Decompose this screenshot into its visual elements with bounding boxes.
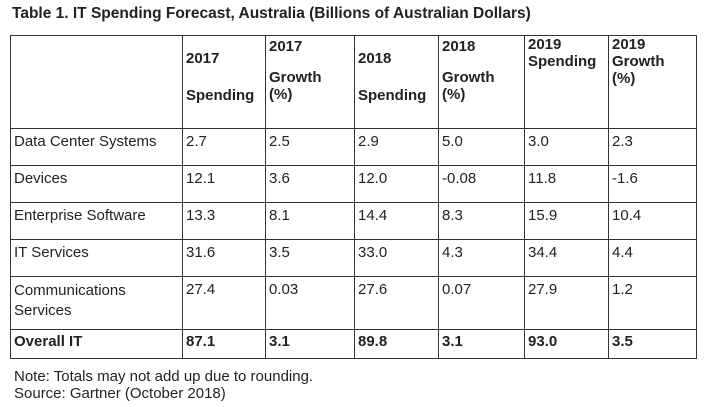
cell-2019-growth: 2.3 xyxy=(608,128,697,166)
header-2018-growth: 2018 Growth (%) xyxy=(438,35,525,129)
table-title: Table 1. IT Spending Forecast, Australia… xyxy=(12,5,531,22)
table-row: Enterprise Software 13.3 8.1 14.4 8.3 15… xyxy=(10,202,697,240)
table-notes: Note: Totals may not add up due to round… xyxy=(14,368,313,402)
header-2019-growth: 2019 Growth (%) xyxy=(608,35,697,129)
total-2018-growth: 3.1 xyxy=(438,329,525,359)
total-2017-spending: 87.1 xyxy=(182,329,266,359)
cell-2018-spending: 27.6 xyxy=(354,276,439,330)
row-label: Enterprise Software xyxy=(10,202,183,240)
header-2017-spending: 2017 Spending xyxy=(182,35,266,129)
total-2017-growth: 3.1 xyxy=(265,329,355,359)
cell-2017-spending: 13.3 xyxy=(182,202,266,240)
header-2017-growth: 2017 Growth (%) xyxy=(265,35,355,129)
row-label: Communications Services xyxy=(10,276,183,330)
header-category xyxy=(10,35,183,129)
row-label: Data Center Systems xyxy=(10,128,183,166)
row-label: Devices xyxy=(10,165,183,203)
total-row: Overall IT 87.1 3.1 89.8 3.1 93.0 3.5 xyxy=(10,329,697,359)
header-2019-spending: 2019 Spending xyxy=(524,35,609,129)
cell-2017-spending: 2.7 xyxy=(182,128,266,166)
source-note: Source: Gartner (October 2018) xyxy=(14,385,226,402)
cell-2018-spending: 33.0 xyxy=(354,239,439,277)
rounding-note: Note: Totals may not add up due to round… xyxy=(14,368,314,385)
cell-2017-growth: 0.03 xyxy=(265,276,355,330)
total-2019-spending: 93.0 xyxy=(524,329,609,359)
cell-2017-spending: 27.4 xyxy=(182,276,266,330)
cell-2018-spending: 14.4 xyxy=(354,202,439,240)
total-2018-spending: 89.8 xyxy=(354,329,439,359)
cell-2018-growth: 8.3 xyxy=(438,202,525,240)
cell-2018-growth: 0.07 xyxy=(438,276,525,330)
header-2018-spending: 2018 Spending xyxy=(354,35,439,129)
total-label: Overall IT xyxy=(10,329,183,359)
header-row: 2017 Spending 2017 Growth (%) 2018 Spending … xyxy=(10,35,697,129)
cell-2019-spending: 27.9 xyxy=(524,276,609,330)
cell-2019-growth: 4.4 xyxy=(608,239,697,277)
it-spending-table: 2017 Spending 2017 Growth (%) 2018 Spending … xyxy=(10,35,697,359)
cell-2018-growth: -0.08 xyxy=(438,165,525,203)
table-row: Communications Services 27.4 0.03 27.6 0.… xyxy=(10,276,697,330)
cell-2019-spending: 34.4 xyxy=(524,239,609,277)
cell-2019-spending: 11.8 xyxy=(524,165,609,203)
cell-2019-spending: 15.9 xyxy=(524,202,609,240)
total-2019-growth: 3.5 xyxy=(608,329,697,359)
cell-2017-growth: 8.1 xyxy=(265,202,355,240)
cell-2017-growth: 2.5 xyxy=(265,128,355,166)
cell-2017-spending: 31.6 xyxy=(182,239,266,277)
cell-2017-growth: 3.6 xyxy=(265,165,355,203)
cell-2018-spending: 2.9 xyxy=(354,128,439,166)
cell-2019-growth: 1.2 xyxy=(608,276,697,330)
cell-2019-spending: 3.0 xyxy=(524,128,609,166)
cell-2019-growth: 10.4 xyxy=(608,202,697,240)
cell-2018-growth: 5.0 xyxy=(438,128,525,166)
cell-2017-growth: 3.5 xyxy=(265,239,355,277)
table-row: Data Center Systems 2.7 2.5 2.9 5.0 3.0 … xyxy=(10,128,697,166)
cell-2018-growth: 4.3 xyxy=(438,239,525,277)
table-row: Devices 12.1 3.6 12.0 -0.08 11.8 -1.6 xyxy=(10,165,697,203)
table-row: IT Services 31.6 3.5 33.0 4.3 34.4 4.4 xyxy=(10,239,697,277)
row-label: IT Services xyxy=(10,239,183,277)
cell-2017-spending: 12.1 xyxy=(182,165,266,203)
cell-2018-spending: 12.0 xyxy=(354,165,439,203)
cell-2019-growth: -1.6 xyxy=(608,165,697,203)
